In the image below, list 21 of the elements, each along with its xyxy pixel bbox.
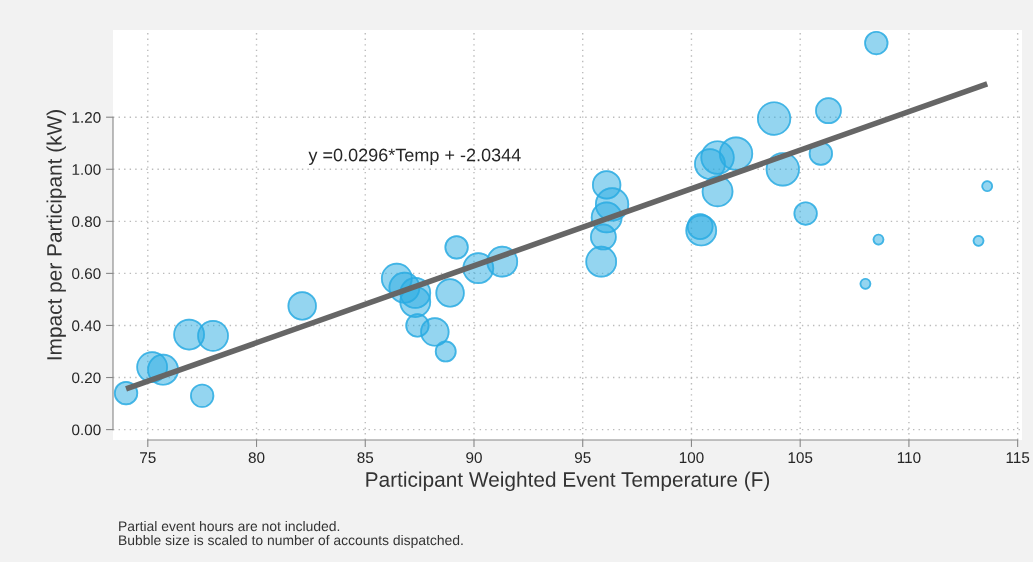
y-tick-label: 0.80 — [72, 216, 101, 228]
x-tick-label: 105 — [788, 452, 813, 464]
y-axis-title: Impact per Participant (kW) — [46, 110, 66, 360]
text: Partial event hours are not included. — [119, 520, 340, 532]
x-tick-label: 85 — [357, 452, 374, 464]
y-tick-label: 1.00 — [72, 164, 101, 175]
x-axis-title: Participant Weighted Event Temperature (F) — [366, 471, 770, 492]
x-tick-label: 80 — [248, 452, 265, 464]
x-tick-label: 75 — [140, 452, 156, 464]
text: Bubble size is scaled to number of accounts dispatched. — [119, 534, 463, 548]
x-tick-label: 115 — [1006, 452, 1030, 464]
y-tick-label: 0.60 — [72, 268, 101, 280]
y-tick-label: 0.00 — [72, 424, 101, 436]
x-tick-label: 110 — [897, 452, 921, 464]
x-tick-label: 95 — [574, 452, 591, 464]
x-tick-label: 100 — [679, 452, 704, 464]
y-tick-label: 0.40 — [72, 320, 101, 332]
x-tick-label: 90 — [466, 452, 482, 464]
y-tick-label: 1.20 — [72, 112, 101, 123]
annotation: y =0.0296*Temp + -2.0344 — [308, 148, 521, 165]
y-tick-label: 0.20 — [72, 372, 101, 384]
